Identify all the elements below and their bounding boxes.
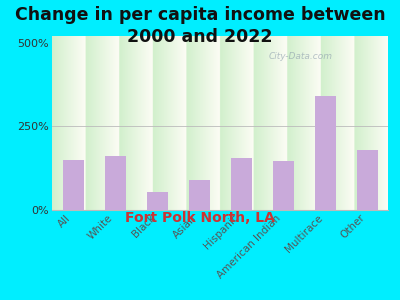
Bar xyxy=(188,180,210,210)
Text: City-Data.com: City-Data.com xyxy=(269,52,333,62)
Text: Change in per capita income between
2000 and 2022: Change in per capita income between 2000… xyxy=(15,6,385,46)
Bar xyxy=(356,150,378,210)
Bar xyxy=(62,160,84,210)
Bar xyxy=(104,156,126,210)
Bar xyxy=(230,158,252,210)
Text: Fort Polk North, LA: Fort Polk North, LA xyxy=(125,212,275,226)
Bar xyxy=(314,96,336,210)
Bar xyxy=(272,161,294,210)
Bar xyxy=(146,192,168,210)
